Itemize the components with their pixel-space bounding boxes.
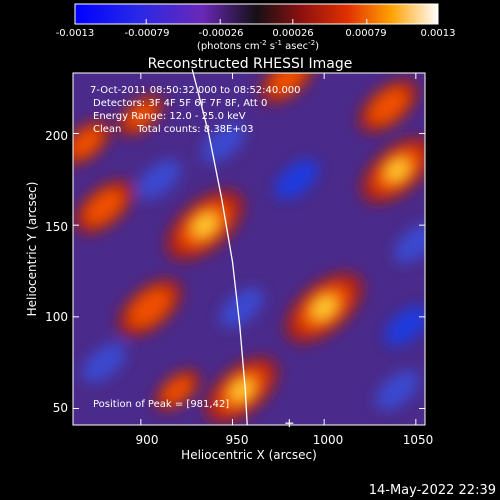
plot-area <box>72 69 426 428</box>
heatmap-negative-region <box>384 306 425 346</box>
x-tick-label: 900 <box>136 433 159 447</box>
colorbar: -0.0013 -0.00079 -0.00026 0.00026 0.0007… <box>56 3 456 52</box>
heatmap-source <box>73 127 102 158</box>
annotation-detectors: Detectors: 3F 4F 5F 6F 7F 8F, Att 0 <box>93 98 267 109</box>
y-tick-label: 150 <box>45 220 68 234</box>
x-tick-label: 1000 <box>313 433 344 447</box>
y-tick-label: 50 <box>53 401 68 415</box>
y-axis-label: Heliocentric Y (arcsec) <box>25 182 39 317</box>
heatmap-source-core <box>386 159 409 181</box>
y-tick-labels: 50 100 150 200 <box>45 129 68 415</box>
heatmap-source <box>269 73 306 95</box>
x-tick-label: 1050 <box>403 433 434 447</box>
heatmap-negative-region <box>82 342 127 383</box>
colorbar-ticks <box>74 19 439 24</box>
colorbar-gradient <box>74 3 439 25</box>
heatmap-source <box>126 101 156 129</box>
annotations: 7-Oct-2011 08:50:32.000 to 08:52:40.000 … <box>90 85 301 410</box>
colorbar-tick-label: 0.00026 <box>272 28 313 39</box>
annotation-time-range: 7-Oct-2011 08:50:32.000 to 08:52:40.000 <box>90 85 301 96</box>
heatmap-source-core <box>192 213 218 237</box>
heatmap-source <box>129 288 171 327</box>
y-tick-label: 200 <box>45 129 68 143</box>
heatmap-source <box>84 189 124 225</box>
colorbar-tick-label: -0.00079 <box>125 28 170 39</box>
heatmap-negative-region <box>393 223 425 264</box>
annotation-total-counts: Clean Total counts: 8.38E+03 <box>93 124 253 135</box>
heatmap-negative-region <box>137 159 182 200</box>
peak-marker <box>285 419 294 428</box>
x-axis-label: Heliocentric X (arcsec) <box>181 448 317 462</box>
plot-frame <box>72 72 426 426</box>
heatmap-source <box>369 88 408 124</box>
x-tick-label: 950 <box>226 433 249 447</box>
heatmap-source <box>162 376 193 404</box>
heatmap-source-core <box>230 379 253 401</box>
heatmap-negative-region <box>274 159 319 200</box>
annotation-peak-position: Position of Peak = [981,42] <box>93 399 229 410</box>
footer-timestamp: 14-May-2022 22:39 <box>369 483 496 498</box>
heatmap-source-core <box>311 296 337 320</box>
colorbar-tick-label: -0.0013 <box>56 28 95 39</box>
colorbar-tick-label: 0.0013 <box>421 28 456 39</box>
heatmap-negative-region <box>375 370 420 411</box>
solar-limb-line <box>191 69 248 426</box>
x-tick-labels: 900 950 1000 1050 <box>136 433 434 447</box>
colorbar-unit-label: (photons cm-2 s-1 asec-2) <box>197 39 319 52</box>
heatmap-layer <box>73 73 425 423</box>
colorbar-tick-label: 0.00079 <box>345 28 386 39</box>
colorbar-tick-label: -0.00026 <box>199 28 244 39</box>
y-tick-label: 100 <box>45 310 68 324</box>
axis-ticks <box>73 73 425 425</box>
annotation-energy-range: Energy Range: 12.0 - 25.0 keV <box>93 111 246 122</box>
chart-title: Reconstructed RHESSI Image <box>148 56 353 72</box>
heatmap-negative-region <box>219 287 264 328</box>
